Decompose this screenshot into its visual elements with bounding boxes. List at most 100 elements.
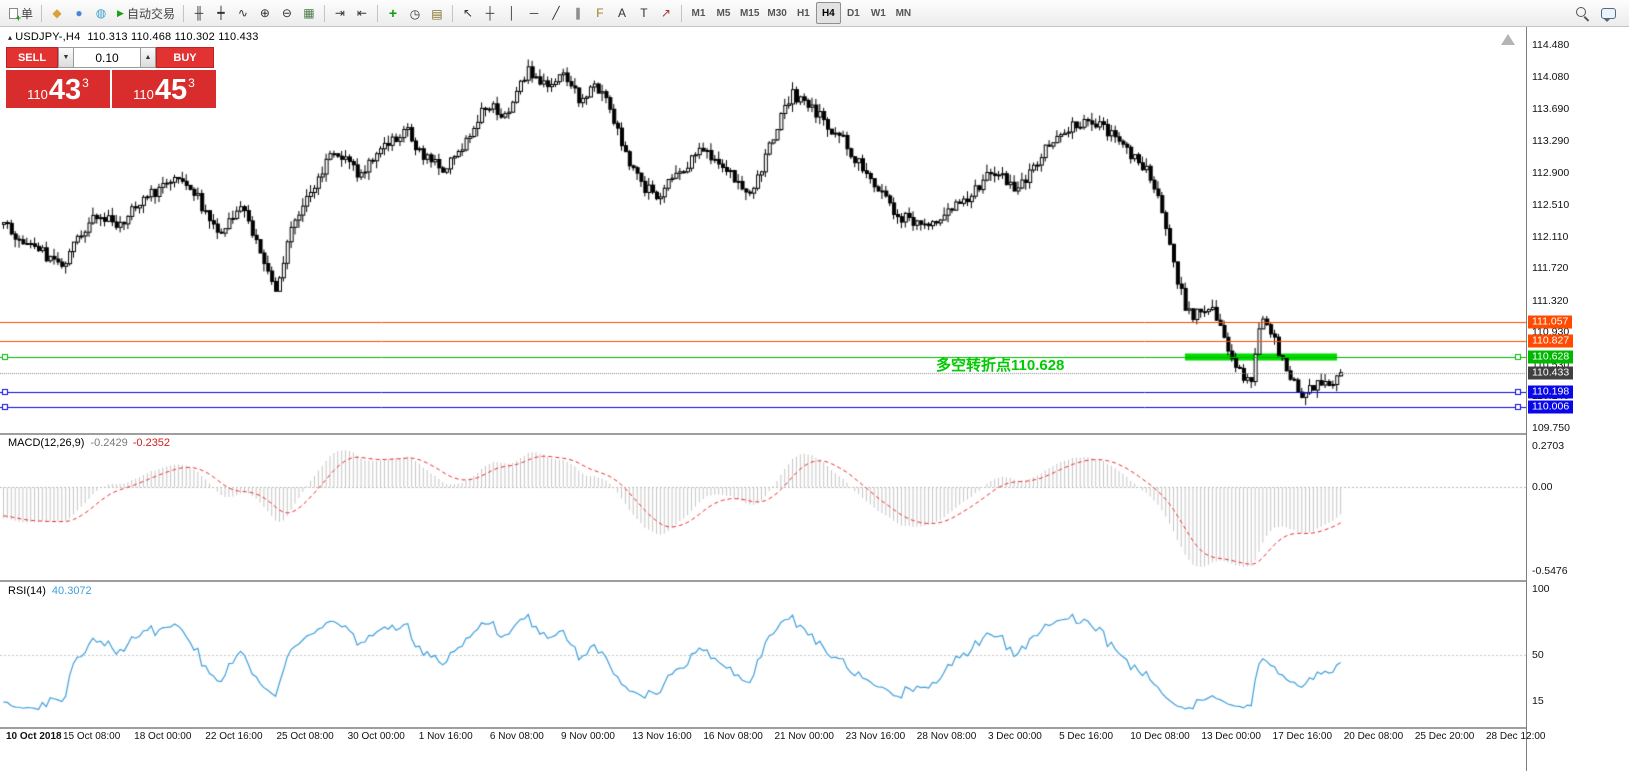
tile-windows-button[interactable]: ▦	[298, 2, 320, 24]
bar-chart-button[interactable]: ╫	[188, 2, 210, 24]
label-button[interactable]: T	[633, 2, 655, 24]
panel-separator	[0, 727, 1629, 729]
volume-decrease-button[interactable]: ▼	[58, 47, 74, 68]
vertical-line-icon: │	[508, 6, 516, 20]
vertical-line-button[interactable]: │	[501, 2, 523, 24]
new-chart-button[interactable]: ◆	[46, 2, 68, 24]
fibonacci-button[interactable]: F	[589, 2, 611, 24]
price-tick: 113.290	[1532, 135, 1570, 148]
crosshair-button[interactable]: ┼	[479, 2, 501, 24]
time-tick: 5 Dec 16:00	[1059, 731, 1114, 742]
text-button[interactable]: A	[611, 2, 633, 24]
autotrading-label: 自动交易	[126, 6, 175, 21]
timeframe-d1-button[interactable]: D1	[841, 2, 866, 24]
chart-shift-button[interactable]: ⇤	[351, 2, 373, 24]
timeframe-m5-button[interactable]: M5	[711, 2, 736, 24]
line-chart-button[interactable]: ∿	[232, 2, 254, 24]
time-tick: 1 Nov 16:00	[418, 731, 473, 742]
time-tick: 13 Dec 00:00	[1201, 731, 1261, 742]
time-tick: 13 Nov 16:00	[632, 731, 692, 742]
sell-price-prefix: 110	[27, 87, 48, 102]
buy-button[interactable]: BUY	[156, 47, 214, 68]
window-buttons-group: ◆ ● ◍	[46, 2, 112, 24]
price-line-label: 110.006	[1528, 400, 1574, 414]
price-tick: 111.320	[1532, 294, 1569, 307]
profiles-icon: ●	[75, 6, 83, 20]
indicators-icon: +	[388, 4, 398, 21]
macd-axis-label: -0.5476	[1532, 565, 1568, 578]
chat-icon	[1601, 7, 1616, 22]
chart-shift-icon: ⇤	[356, 6, 367, 20]
price-tick: 114.080	[1532, 71, 1570, 84]
price-line-label: 110.827	[1528, 334, 1574, 348]
panel-separator[interactable]	[0, 433, 1629, 435]
timeframe-h4-button[interactable]: H4	[815, 2, 841, 24]
time-axis: 10 Oct 2018 15 Oct 08:00 18 Oct 00:00 22 Oc…	[0, 729, 1546, 771]
cursor-button[interactable]: ↖	[457, 2, 479, 24]
horizontal-line-button[interactable]: ─	[523, 2, 545, 24]
chart-canvas[interactable]	[0, 27, 1526, 727]
price-line-label: 110.198	[1528, 385, 1574, 399]
auto-scroll-icon: ⇥	[334, 6, 345, 20]
chart-buttons-group: ╫ ┿ ∿ ⊕ ⊖ ▦	[188, 2, 320, 24]
timeframe-buttons-group: M1 M5 M15 M30 H1 H4 D1 W1 MN	[686, 2, 916, 24]
new-order-button[interactable]: 单	[5, 2, 37, 24]
templates-icon: ▤	[431, 6, 443, 21]
toolbar-separator	[451, 4, 453, 22]
label-icon: T	[640, 6, 648, 20]
periods-button[interactable]: ◷	[404, 3, 426, 25]
timeframe-m1-button[interactable]: M1	[686, 2, 711, 24]
price-tick: 113.690	[1532, 102, 1570, 115]
panel-separator[interactable]	[0, 580, 1629, 582]
time-tick: 6 Nov 08:00	[489, 731, 544, 742]
line-study-buttons-group: ↖ ┼ │ ─ ╱ ∥ F A T ↗	[457, 2, 677, 24]
autotrading-button[interactable]: ▶ 自动交易	[113, 2, 179, 24]
timeframe-m30-button[interactable]: M30	[763, 2, 790, 24]
time-tick: 10 Dec 08:00	[1130, 731, 1190, 742]
sell-button[interactable]: SELL	[6, 47, 58, 68]
timeframe-h1-button[interactable]: H1	[791, 2, 816, 24]
auto-scroll-button[interactable]: ⇥	[329, 2, 351, 24]
toolbar-separator	[376, 4, 378, 22]
bar-chart-icon: ╫	[194, 6, 204, 20]
chat-button[interactable]	[1597, 2, 1620, 24]
macd-name: MACD(12,26,9)	[8, 437, 85, 449]
indicators-button[interactable]: +	[382, 2, 404, 24]
candlestick-button[interactable]: ┿	[210, 2, 232, 24]
time-tick: 28 Dec 12:00	[1486, 731, 1546, 742]
time-tick: 3 Dec 00:00	[987, 731, 1042, 742]
time-tick: 21 Nov 00:00	[774, 731, 835, 742]
timeframe-m15-button[interactable]: M15	[736, 2, 763, 24]
data-window-button[interactable]: ◍	[90, 2, 112, 24]
timeframe-mn-button[interactable]: MN	[891, 2, 916, 24]
zoom-in-button[interactable]: ⊕	[254, 2, 276, 24]
time-tick: 23 Nov 16:00	[845, 731, 906, 742]
collapse-icon[interactable]: ▴	[8, 33, 13, 42]
symbol-label: USDJPY-,H4	[15, 31, 81, 43]
templates-button[interactable]: ▤	[426, 3, 448, 25]
profiles-button[interactable]: ●	[68, 2, 90, 24]
volume-increase-button[interactable]: ▲	[140, 47, 156, 68]
zoom-out-button[interactable]: ⊖	[276, 2, 298, 24]
arrows-button[interactable]: ↗	[655, 2, 677, 24]
trendline-icon: ╱	[552, 6, 560, 20]
candlestick-icon: ┿	[217, 6, 225, 20]
zoom-in-icon: ⊕	[259, 6, 270, 20]
time-tick: 30 Oct 00:00	[347, 731, 405, 742]
crosshair-icon: ┼	[485, 6, 495, 20]
ohlc-label: 110.313 110.468 110.302 110.433	[87, 31, 259, 43]
timeframe-w1-button[interactable]: W1	[866, 2, 891, 24]
toolbar-separator	[41, 4, 43, 22]
chart-shift-marker[interactable]	[1501, 34, 1515, 45]
sell-price-display[interactable]: 110 43 3	[6, 70, 110, 108]
volume-input[interactable]	[74, 47, 140, 68]
price-axis: 114.480 114.080 113.690 113.290 112.900 112.5…	[1526, 27, 1629, 771]
search-button[interactable]	[1571, 2, 1593, 24]
channel-button[interactable]: ∥	[567, 2, 589, 24]
macd-axis-label: 0.00	[1532, 481, 1553, 494]
trendline-button[interactable]: ╱	[545, 2, 567, 24]
chart-annotation: 多空转折点110.628	[936, 357, 1065, 374]
buy-price-pip: 3	[188, 76, 195, 90]
buy-price-display[interactable]: 110 45 3	[112, 70, 216, 108]
time-tick: 18 Oct 00:00	[134, 731, 192, 742]
